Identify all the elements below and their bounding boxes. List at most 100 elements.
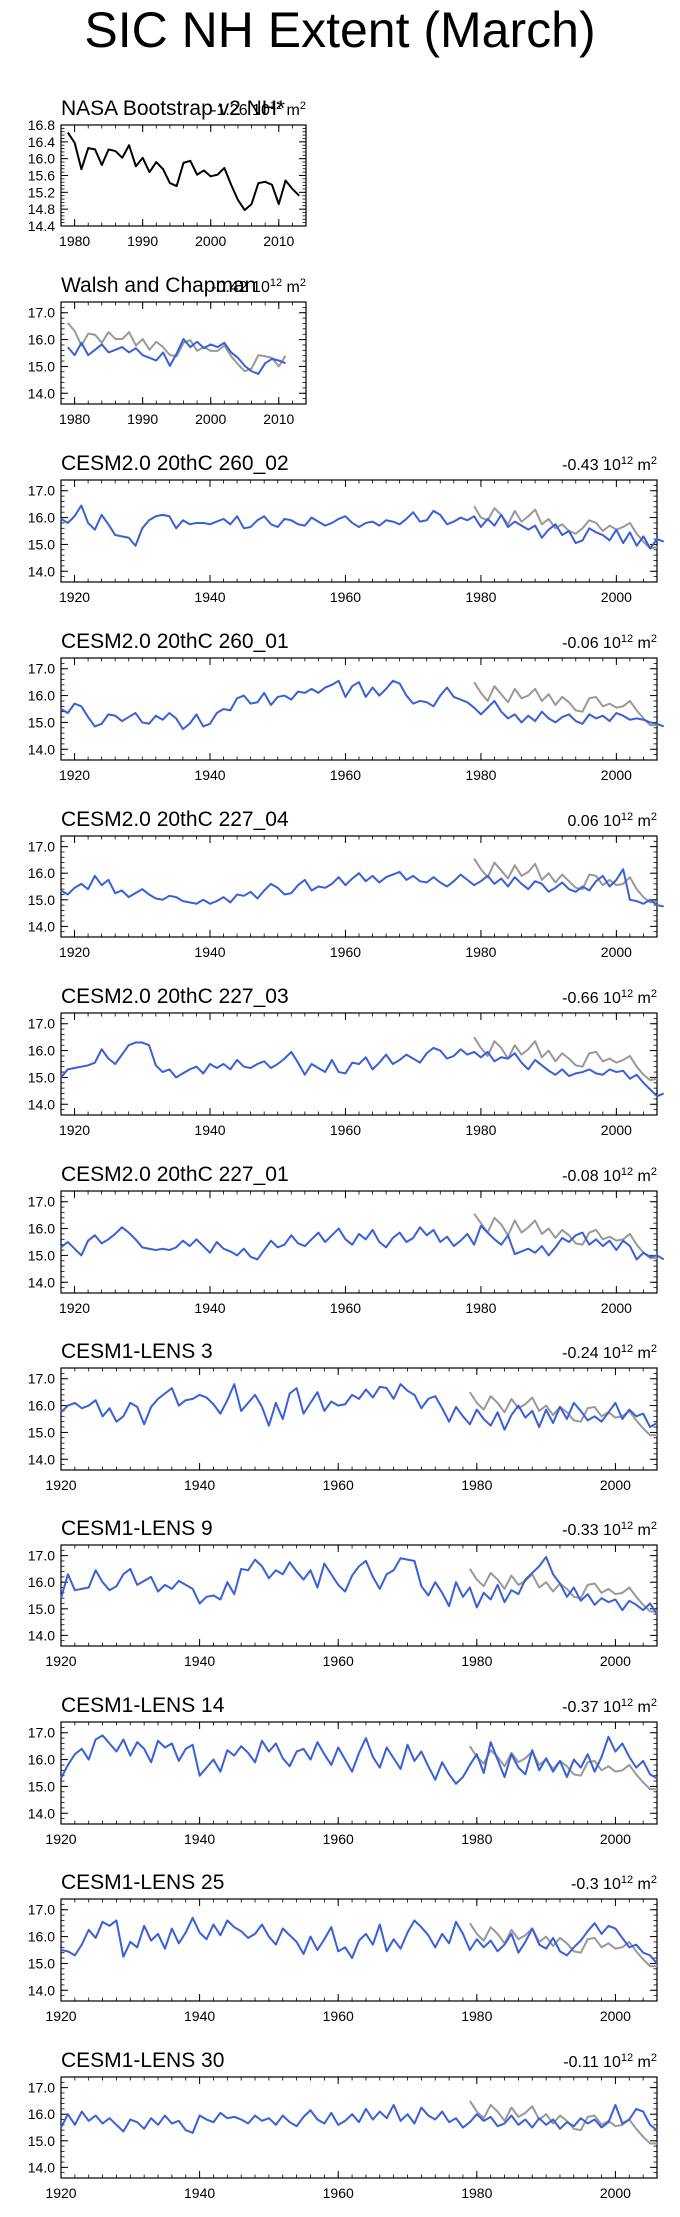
x-tick-label: 1980 <box>465 767 496 783</box>
data-point <box>192 2132 194 2134</box>
data-point <box>247 1569 249 1571</box>
data-point <box>136 1946 138 1948</box>
series-line-2 <box>60 2103 658 2134</box>
data-point <box>587 1753 589 1755</box>
data-point <box>635 2108 637 2110</box>
data-point <box>202 725 204 727</box>
data-point <box>155 161 157 163</box>
data-point <box>595 1229 597 1231</box>
data-point <box>143 2128 145 2130</box>
data-point <box>162 346 164 348</box>
data-point <box>212 1403 214 1405</box>
data-point <box>497 2111 499 2113</box>
data-point <box>372 1397 374 1399</box>
data-point <box>271 358 273 360</box>
data-point <box>168 712 170 714</box>
data-point <box>607 1925 609 1927</box>
data-point <box>81 1748 83 1750</box>
data-point <box>615 712 617 714</box>
data-point <box>552 1414 554 1416</box>
data-point <box>480 1056 482 1058</box>
page-title: SIC NH Extent (March) <box>84 2 596 58</box>
data-point <box>175 527 177 529</box>
data-point <box>330 1401 332 1403</box>
data-point <box>448 1942 450 1944</box>
data-point <box>524 1757 526 1759</box>
data-point <box>331 522 333 524</box>
data-point <box>588 697 590 699</box>
data-point <box>162 1071 164 1073</box>
data-point <box>656 904 658 906</box>
data-point <box>559 1760 561 1762</box>
data-point <box>514 688 516 690</box>
data-point <box>290 699 292 701</box>
data-point <box>365 1737 367 1739</box>
data-point <box>290 1234 292 1236</box>
data-point <box>628 1941 630 1943</box>
data-point <box>196 350 198 352</box>
data-point <box>493 862 495 864</box>
data-point <box>582 1066 584 1068</box>
y-tick-label: 15.0 <box>28 1247 55 1263</box>
data-point <box>656 1788 658 1790</box>
data-point <box>466 701 468 703</box>
data-point <box>407 1932 409 1934</box>
data-point <box>514 521 516 523</box>
data-point <box>107 523 109 525</box>
data-point <box>237 357 239 359</box>
data-point <box>594 1406 596 1408</box>
x-tick-label: 1960 <box>323 1477 354 1493</box>
data-point <box>297 523 299 525</box>
data-point <box>573 1759 575 1761</box>
x-tick-label: 2000 <box>600 2185 631 2201</box>
data-point <box>636 1066 638 1068</box>
data-point <box>561 1068 563 1070</box>
data-point <box>510 1575 512 1577</box>
data-point <box>148 519 150 521</box>
data-point <box>541 523 543 525</box>
data-point <box>656 900 658 902</box>
data-point <box>588 1232 590 1234</box>
data-point <box>344 2120 346 2122</box>
data-point <box>595 522 597 524</box>
data-point <box>441 1761 443 1763</box>
data-point <box>351 2113 353 2115</box>
data-point <box>60 708 62 710</box>
data-point <box>344 1238 346 1240</box>
data-point <box>233 1926 235 1928</box>
data-point <box>534 1220 536 1222</box>
data-point <box>573 1402 575 1404</box>
data-point <box>150 1576 152 1578</box>
data-point <box>534 1252 536 1254</box>
data-point <box>209 1252 211 1254</box>
data-point <box>385 1246 387 1248</box>
data-point <box>338 680 340 682</box>
data-point <box>399 1232 401 1234</box>
data-point <box>189 339 191 341</box>
data-point <box>427 1765 429 1767</box>
data-point <box>455 1783 457 1785</box>
series-line-1 <box>473 681 657 727</box>
data-point <box>548 1070 550 1072</box>
data-point <box>594 1583 596 1585</box>
data-point <box>236 515 238 517</box>
data-point <box>531 1410 533 1412</box>
data-point <box>601 1946 603 1948</box>
x-tick-label: 1920 <box>59 767 90 783</box>
data-point <box>155 1064 157 1066</box>
data-point <box>250 526 252 528</box>
data-point <box>642 1427 644 1429</box>
data-point <box>358 1752 360 1754</box>
data-point <box>594 2115 596 2117</box>
data-point <box>60 1411 62 1413</box>
data-point <box>621 1418 623 1420</box>
data-point <box>331 1234 333 1236</box>
y-tick-label: 16.0 <box>28 510 55 526</box>
data-point <box>358 1398 360 1400</box>
data-point <box>552 1771 554 1773</box>
data-point <box>195 1066 197 1068</box>
data-point <box>622 1059 624 1061</box>
chart-panel-11: CESM1-LENS 25 -0.3 1012 m2 14.0 15.0 16.0 17.… <box>28 1871 658 2024</box>
data-point <box>155 897 157 899</box>
